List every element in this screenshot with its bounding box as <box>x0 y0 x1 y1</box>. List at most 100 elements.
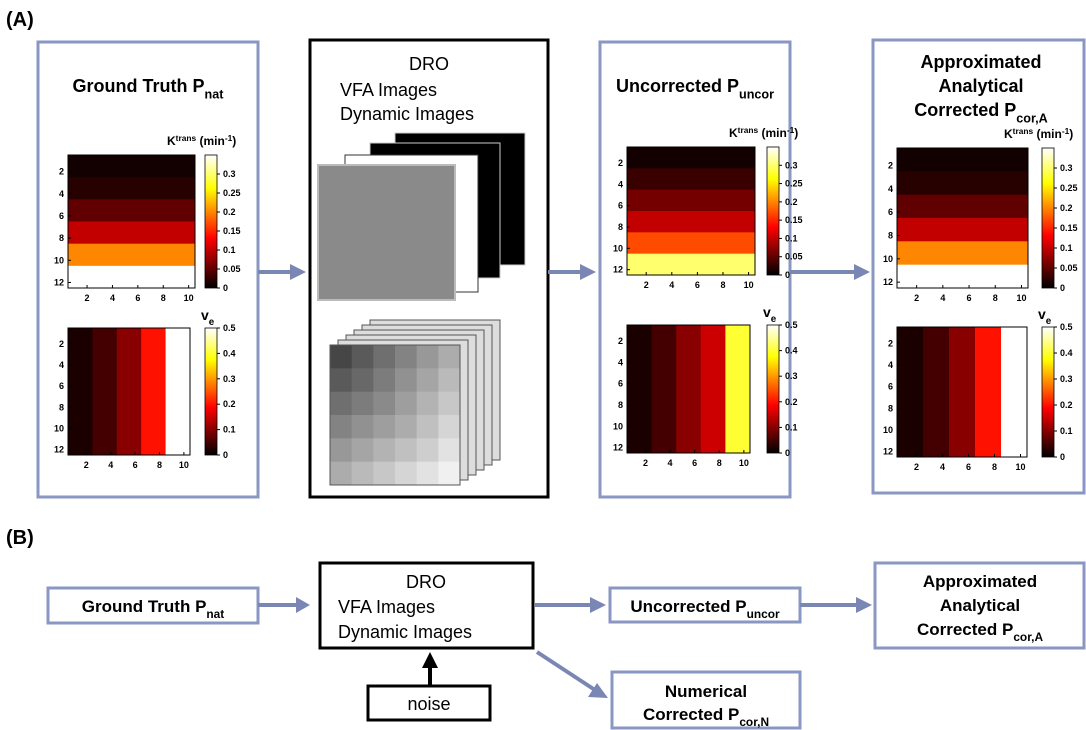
text-part: Approximated <box>920 52 1041 72</box>
frame-cell <box>352 345 374 369</box>
colorbar-tick-label: 0.25 <box>223 188 241 198</box>
colorbar-tick-label: 0.1 <box>785 233 798 243</box>
text-part: (min <box>196 134 225 148</box>
col-tick-label: 4 <box>940 462 945 472</box>
text-part: ) <box>1069 127 1073 141</box>
row-tick-label: 2 <box>59 339 64 349</box>
heat-band <box>949 327 976 457</box>
col-tick-label: 10 <box>184 293 194 303</box>
colorbar-tick-label: 0 <box>785 270 790 280</box>
col-tick-label: 4 <box>668 458 673 468</box>
text-part: Ground Truth P <box>82 597 207 616</box>
row-tick-label: 10 <box>54 255 64 265</box>
row-tick-label: 6 <box>59 211 64 221</box>
box-label: Ground Truth Pnat <box>82 597 225 621</box>
heat-band <box>627 211 755 233</box>
figure: (A) (B) DRO VFA Images Dynamic Images DR… <box>0 0 1086 730</box>
text-part: e <box>771 314 777 325</box>
text-part: Ground Truth P <box>73 76 205 96</box>
text-part: nat <box>206 607 224 621</box>
colorbar <box>1042 327 1054 457</box>
row-tick-label: 12 <box>54 277 64 287</box>
frame-cell <box>395 392 417 416</box>
text-part: e <box>209 317 215 328</box>
colorbar-tick-label: 0.1 <box>785 422 798 432</box>
text-part: cor,N <box>739 715 769 729</box>
colorbar-tick-label: 0.3 <box>223 169 236 179</box>
col-tick-label: 2 <box>644 280 649 290</box>
heat-band <box>897 265 1028 289</box>
row-tick-label: 4 <box>888 360 893 370</box>
row-tick-label: 2 <box>888 338 893 348</box>
colorbar-tick-label: 0.1 <box>1060 243 1073 253</box>
colorbar-tick-label: 0.5 <box>223 323 236 333</box>
heat-band <box>68 222 195 245</box>
text-part: Analytical <box>938 76 1023 96</box>
row-tick-label: 4 <box>59 189 64 199</box>
row-tick-label: 12 <box>613 443 623 453</box>
colorbar-tick-label: 0.1 <box>223 245 236 255</box>
frame-cell <box>438 392 460 416</box>
colorbar-tick-label: 0 <box>223 283 228 293</box>
ve-label: ve <box>201 307 215 328</box>
text-part: K <box>729 126 738 140</box>
row-tick-label: 2 <box>888 161 893 171</box>
heat-band <box>68 328 93 455</box>
text-part: (min <box>758 126 787 140</box>
heat-band <box>975 327 1002 457</box>
col-tick-label: 10 <box>1015 462 1025 472</box>
dro-line: Dynamic Images <box>338 622 472 642</box>
colorbar-tick-label: 0 <box>1060 452 1065 462</box>
colorbar-tick-label: 0 <box>223 450 228 460</box>
col-tick-label: 10 <box>744 280 754 290</box>
colorbar-tick-label: 0.4 <box>1060 348 1073 358</box>
row-tick-label: 2 <box>618 158 623 168</box>
heat-band <box>68 244 195 267</box>
panel-title: Analytical <box>938 76 1023 96</box>
frame-cell <box>417 345 439 369</box>
heat-band <box>627 232 755 254</box>
text-part: Analytical <box>940 596 1020 615</box>
dro-line: VFA Images <box>340 80 437 100</box>
colorbar-tick-label: 0.3 <box>785 371 798 381</box>
frame-cell <box>438 345 460 369</box>
row-tick-label: 6 <box>888 382 893 392</box>
frame-cell <box>395 438 417 462</box>
colorbar-tick-label: 0.5 <box>1060 322 1073 332</box>
panel-label: (B) <box>6 527 34 549</box>
colorbar-tick-label: 0.5 <box>785 320 798 330</box>
frame-cell <box>417 392 439 416</box>
row-tick-label: 2 <box>618 336 623 346</box>
frame-cell <box>417 438 439 462</box>
frame-cell <box>438 438 460 462</box>
colorbar-tick-label: 0.05 <box>785 252 803 262</box>
row-tick-label: 6 <box>618 201 623 211</box>
noise-label: noise <box>407 694 450 714</box>
frame-cell <box>438 462 460 486</box>
heat-band <box>676 325 701 453</box>
heat-band <box>897 241 1028 265</box>
col-tick-label: 4 <box>110 293 115 303</box>
box-label: Corrected Pcor,A <box>917 620 1044 644</box>
colorbar-tick-label: 0.4 <box>785 346 798 356</box>
panel-label: (A) <box>6 9 34 31</box>
text-part: trans <box>738 125 759 135</box>
frame-cell <box>330 392 352 416</box>
colorbar-tick-label: 0.3 <box>1060 374 1073 384</box>
frame-cell <box>330 438 352 462</box>
panel-title: Corrected Pcor,A <box>914 100 1048 125</box>
heat-band <box>897 171 1028 195</box>
colorbar-tick-label: 0 <box>785 448 790 458</box>
row-tick-label: 6 <box>618 379 623 389</box>
ktrans-label: Ktrans (min-1) <box>167 133 236 148</box>
text-part: e <box>1046 316 1052 327</box>
col-tick-label: 2 <box>914 293 919 303</box>
row-tick-label: 10 <box>883 425 893 435</box>
heat-band <box>92 328 117 455</box>
colorbar-tick-label: 0.2 <box>785 397 798 407</box>
text-part: Numerical <box>665 682 747 701</box>
box-label: Approximated <box>923 572 1037 591</box>
colorbar-tick-label: 0.15 <box>1060 223 1078 233</box>
box-label: Numerical <box>665 682 747 701</box>
row-tick-label: 4 <box>888 184 893 194</box>
